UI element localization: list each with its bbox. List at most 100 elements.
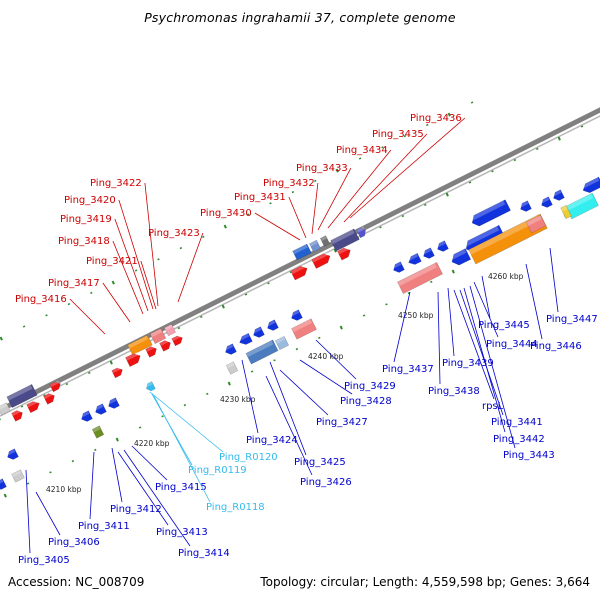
scale-tick [289,270,293,274]
forward-gene-feature [356,226,366,239]
backbone-edge [0,115,600,417]
leader-line [177,232,204,303]
reverse-gene-feature [449,248,472,266]
gene-label-ping-3422[interactable]: Ping_3422 [90,178,142,189]
gene-label-ping-3420[interactable]: Ping_3420 [64,195,116,206]
gene-label-ping-3435[interactable]: Ping_3435 [372,129,424,140]
scale-tick [138,426,142,429]
scale-tick [157,258,160,261]
scale-tick [90,291,93,295]
forward-gene-feature [127,334,153,356]
scale-tick [206,392,209,396]
reverse-gene-feature [391,261,405,273]
gene-label-ping-3429[interactable]: Ping_3429 [344,381,396,392]
leader-line [327,149,392,229]
scale-label-4220-kbp: 4220 kbp [134,439,170,448]
gene-label-ping-3405[interactable]: Ping_3405 [18,555,70,566]
gene-label-ping-3413[interactable]: Ping_3413 [156,527,208,538]
reverse-gene-feature [525,214,547,234]
gene-label-ping-3415[interactable]: Ping_3415 [155,482,207,493]
gene-label-ping-3446[interactable]: Ping_3446 [530,341,582,352]
leader-line [525,263,543,340]
reverse-gene-feature [291,318,317,340]
gene-label-ping-3434[interactable]: Ping_3434 [336,145,388,156]
gene-label-ping-3443[interactable]: Ping_3443 [503,450,555,461]
gene-label-ping-3447[interactable]: Ping_3447 [546,314,598,325]
scale-tick [318,336,321,340]
gene-label-ping-r0119[interactable]: Ping_R0119 [188,465,247,476]
forward-gene-feature [6,384,38,408]
leader-line [473,281,499,338]
reverse-gene-feature [551,189,565,201]
gene-label-ping-3444[interactable]: Ping_3444 [486,339,538,350]
scale-tick [94,448,97,452]
gene-label-ping-3441[interactable]: Ping_3441 [491,417,543,428]
scale-tick [246,213,250,216]
gene-label-ping-3427[interactable]: Ping_3427 [316,417,368,428]
gene-label-ping-3432[interactable]: Ping_3432 [263,178,315,189]
gene-label-ping-3430[interactable]: Ping_3430 [200,208,252,219]
scale-tick [111,280,115,285]
leader-line [463,287,506,433]
scale-tick [447,112,451,117]
gene-label-ping-3419[interactable]: Ping_3419 [60,214,112,225]
gene-label-ping-3445[interactable]: Ping_3445 [478,320,530,331]
gene-label-ping-3424[interactable]: Ping_3424 [246,435,298,446]
gene-label-ping-r0118[interactable]: Ping_R0118 [206,502,265,513]
gene-label-ping-3431[interactable]: Ping_3431 [234,192,286,203]
leader-line [459,289,504,416]
leader-line [112,240,144,315]
forward-gene-feature [171,334,183,347]
scale-tick [358,157,362,160]
gene-label-ping-3439[interactable]: Ping_3439 [442,358,494,369]
gene-label-ping-3423[interactable]: Ping_3423 [148,228,200,239]
scale-tick [179,246,183,250]
reverse-gene-feature [79,410,93,422]
leader-line [114,218,149,312]
forward-gene-feature [309,239,321,253]
reverse-gene-feature [274,335,290,351]
leader-line [315,339,357,380]
scale-tick [22,325,26,328]
reverse-gene-feature [435,240,449,252]
gene-label-ping-3421[interactable]: Ping_3421 [86,256,138,267]
gene-label-ping-3436[interactable]: Ping_3436 [410,113,462,124]
scale-tick [227,381,231,386]
reverse-gene-feature [580,176,600,193]
scale-tick [468,181,472,184]
scale-tick [269,202,272,205]
gene-label-ping-3433[interactable]: Ping_3433 [296,163,348,174]
leader-line [481,275,491,319]
gene-label-ping-r0120[interactable]: Ping_R0120 [219,452,278,463]
gene-label-ping-3425[interactable]: Ping_3425 [294,457,346,468]
leader-line [549,247,559,313]
gene-label-ping-3418[interactable]: Ping_3418 [58,236,110,247]
leader-line [131,445,168,481]
scale-tick [335,168,339,173]
reverse-gene-feature [518,200,532,212]
gene-label-rpsl[interactable]: rpsL [482,401,504,412]
scale-tick [67,302,71,306]
gene-label-ping-3438[interactable]: Ping_3438 [428,386,480,397]
gene-label-ping-3416[interactable]: Ping_3416 [15,294,67,305]
forward-gene-feature [149,328,167,344]
gene-label-ping-3406[interactable]: Ping_3406 [48,537,100,548]
forward-gene-feature [159,338,171,352]
reverse-gene-feature [144,381,156,392]
gene-label-ping-3411[interactable]: Ping_3411 [78,521,130,532]
gene-label-ping-3442[interactable]: Ping_3442 [493,434,545,445]
leader-line [140,260,157,310]
gene-label-ping-3412[interactable]: Ping_3412 [110,504,162,515]
gene-label-ping-3417[interactable]: Ping_3417 [48,278,100,289]
scale-tick [0,336,3,341]
forward-gene-feature [49,380,61,393]
scale-tick [407,291,411,295]
gene-label-ping-3437[interactable]: Ping_3437 [382,364,434,375]
reverse-gene-feature [225,361,239,375]
reverse-gene-feature [11,469,25,483]
gene-label-ping-3414[interactable]: Ping_3414 [178,548,230,559]
forward-gene-feature [164,323,176,337]
accession-label: Accession: NC_008709 [8,575,145,589]
gene-label-ping-3428[interactable]: Ping_3428 [340,396,392,407]
gene-label-ping-3426[interactable]: Ping_3426 [300,477,352,488]
